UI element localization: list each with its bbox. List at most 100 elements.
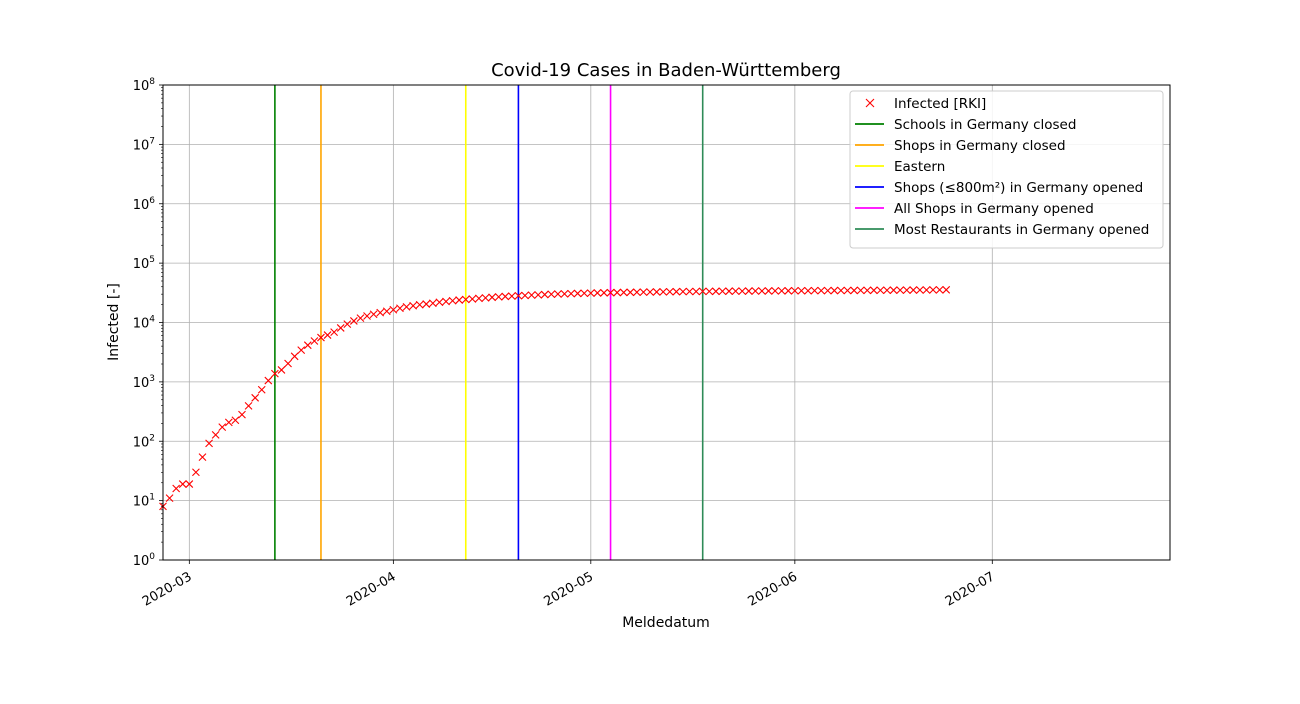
data-point: [817, 286, 826, 295]
data-point: [218, 423, 227, 432]
y-tick-label: 102: [133, 433, 155, 450]
data-point: [178, 480, 187, 488]
data-point: [586, 289, 595, 297]
data-point: [593, 289, 602, 297]
data-point: [442, 297, 450, 306]
data-point: [580, 289, 589, 298]
data-point: [507, 292, 516, 301]
data-point: [639, 288, 648, 296]
data-point: [257, 385, 266, 394]
data-point: [652, 288, 661, 296]
data-point: [409, 301, 417, 310]
y-tick-label: 103: [133, 374, 155, 391]
data-point: [567, 289, 575, 298]
data-point: [777, 286, 786, 295]
data-point: [290, 352, 299, 361]
data-point: [521, 291, 529, 300]
data-point: [349, 317, 358, 325]
data-point: [501, 292, 510, 301]
data-point: [303, 341, 312, 350]
data-point: [758, 287, 766, 295]
data-point: [330, 328, 339, 336]
data-point: [823, 286, 832, 295]
data-point: [679, 287, 687, 296]
legend-label: Infected [RKI]: [894, 96, 986, 112]
data-point: [238, 410, 246, 419]
data-point: [277, 366, 286, 374]
data-point: [455, 296, 464, 304]
y-axis-label: Infected [-]: [106, 283, 122, 361]
x-tick-label: 2020-05: [541, 569, 596, 609]
data-point: [764, 287, 773, 295]
data-point: [744, 287, 753, 295]
legend-label: Eastern: [894, 159, 945, 175]
data-point: [428, 299, 437, 308]
legend-label: All Shops in Germany opened: [894, 201, 1094, 217]
data-point: [751, 287, 760, 295]
legend-marker: [865, 98, 875, 108]
data-point: [185, 480, 194, 488]
data-point: [172, 484, 181, 493]
data-point: [211, 430, 220, 439]
x-tick-label: 2020-06: [745, 569, 800, 609]
data-point: [731, 287, 740, 296]
data-point: [698, 287, 707, 296]
data-point: [251, 393, 260, 402]
x-tick-label: 2020-03: [140, 569, 195, 609]
y-tick-label: 101: [133, 493, 155, 510]
data-point: [554, 290, 562, 298]
y-tick-label: 105: [133, 255, 155, 272]
data-point: [481, 293, 490, 302]
data-point: [942, 285, 951, 294]
data-point: [935, 285, 944, 294]
legend-label: Shops in Germany closed: [894, 138, 1066, 154]
y-tick-label: 104: [133, 315, 156, 332]
data-point: [514, 291, 523, 300]
data-point: [435, 298, 444, 307]
data-point: [573, 289, 582, 298]
data-point: [863, 286, 872, 295]
data-point: [922, 286, 931, 294]
chart-title: Covid-19 Cases in Baden-Württemberg: [491, 60, 841, 81]
data-point: [889, 286, 898, 295]
data-point: [231, 416, 240, 425]
data-point: [685, 287, 694, 296]
data-point: [843, 286, 852, 295]
data-point: [600, 288, 608, 297]
x-tick-label: 2020-07: [943, 569, 998, 609]
y-tick-label: 106: [133, 196, 156, 213]
x-tick-label: 2020-04: [344, 569, 399, 609]
data-point: [869, 286, 878, 295]
data-point: [896, 286, 905, 295]
data-point: [244, 401, 253, 410]
data-point: [804, 286, 812, 295]
data-point: [909, 286, 918, 294]
y-tick-label: 100: [133, 552, 156, 569]
x-axis-label: Meldedatum: [622, 615, 710, 631]
data-point: [626, 288, 635, 297]
data-point: [711, 287, 720, 296]
legend-label: Shops (≤800m²) in Germany opened: [894, 180, 1143, 196]
legend: Infected [RKI] Schools in Germany closed S…: [849, 90, 1164, 249]
event-lines: [274, 85, 704, 560]
legend-label: Most Restaurants in Germany opened: [894, 222, 1149, 238]
data-point: [461, 295, 470, 304]
data-point: [738, 287, 747, 295]
data-point: [784, 286, 793, 295]
data-point: [415, 300, 424, 309]
data-point: [830, 286, 839, 295]
data-point: [883, 286, 891, 295]
data-point: [382, 307, 391, 316]
data-point: [336, 324, 345, 332]
data-point: [270, 369, 279, 378]
data-point: [284, 359, 292, 368]
data-point: [534, 290, 543, 299]
data-point: [297, 346, 306, 355]
data-point: [475, 294, 483, 303]
data-point: [837, 286, 845, 295]
data-point: [856, 286, 865, 295]
data-point: [876, 286, 885, 295]
data-point: [718, 287, 727, 296]
data-point: [613, 288, 622, 297]
